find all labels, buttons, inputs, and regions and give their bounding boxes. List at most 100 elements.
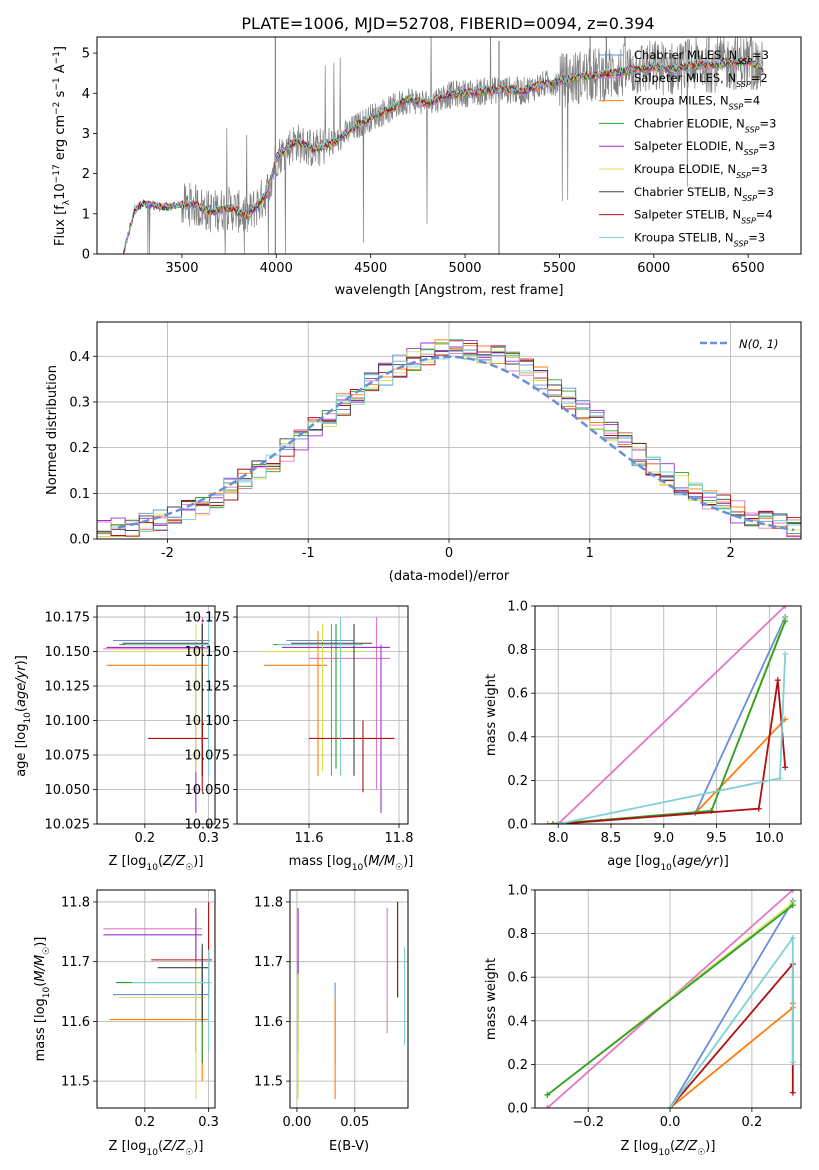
mass-vs-metallicity-panel: 0.2 0.3 11.5 11.6 11.7 11.8 Z [log10(Z/Z☉)] m… (33, 889, 219, 1158)
ageZ-xtick-label: 0.2 (134, 831, 155, 846)
wZ-xtick-label: −0.2 (572, 1115, 604, 1130)
wZ-ytick-label: 0.6 (507, 971, 528, 986)
mass-vs-ebv-panel: 0.00 0.05 11.5 11.6 11.7 11.8 E(B-V) (254, 889, 409, 1154)
mE-ytick-label: 11.6 (254, 1015, 283, 1030)
weight-z-xlabel: Z [log10(Z/Z☉)] (621, 1139, 716, 1158)
residual-xlabel: (data-model)/error (389, 569, 510, 584)
ageZ-ytick-label: 10.075 (45, 749, 91, 764)
spec-xtick-label: 5000 (448, 261, 481, 276)
mass-ebv-axes-frame (289, 889, 409, 1109)
spec-ytick-label: 1 (82, 207, 90, 222)
res-ytick-label: 0.2 (69, 441, 90, 456)
age-vs-mass-panel: 11.6 11.8 10.025 10.050 10.075 10.100 10.125 10… (185, 605, 414, 873)
wAge-ytick-label: 0.6 (507, 687, 528, 702)
spectrum-xlabel: wavelength [Angstrom, rest frame] (335, 283, 564, 298)
ageZ-ytick-label: 10.175 (45, 611, 91, 626)
res-xtick-label: -2 (161, 546, 174, 561)
age-mass-axes-frame (236, 605, 409, 825)
ageZ-xtick-label: 0.3 (198, 831, 219, 846)
mass-weight-line (669, 1003, 794, 1108)
ageM-xtick-label: 11.6 (295, 831, 324, 846)
wZ-ytick-label: 0.0 (507, 1102, 528, 1117)
spec-ytick-label: 4 (82, 87, 90, 102)
spec-xtick-label: 6500 (732, 261, 765, 276)
res-xtick-label: -1 (302, 546, 315, 561)
legend-entry: Chabrier STELIB, NSSP=3 (634, 185, 774, 203)
wAge-xtick-label: 8.5 (601, 831, 622, 846)
spec-xtick-label: 4500 (354, 261, 387, 276)
spectrum-title: PLATE=1006, MJD=52708, FIBERID=0094, z=0… (241, 14, 654, 33)
mE-ytick-label: 11.7 (254, 955, 283, 970)
weight-z-ylabel: mass weight (484, 958, 499, 1040)
ageZ-ytick-label: 10.125 (45, 680, 91, 695)
residual-histogram-panel: -2 -1 0 1 2 0.0 0.1 0.2 0.3 0.4 (data-model)/erro… (45, 321, 802, 584)
ageM-ytick-label: 10.175 (185, 611, 231, 626)
weight-z-axes-frame (534, 889, 802, 1109)
legend-entry: Kroupa STELIB, NSSP=3 (634, 230, 765, 248)
ageM-ytick-label: 10.150 (185, 645, 231, 660)
ageZ-ytick-label: 10.100 (45, 714, 91, 729)
weight-age-axes-frame (534, 605, 802, 825)
wZ-ytick-label: 0.8 (507, 927, 528, 942)
ageM-ytick-label: 10.125 (185, 680, 231, 695)
spec-xtick-label: 6000 (637, 261, 670, 276)
mass-z-ylabel: mass [log10(M/M☉)] (33, 937, 52, 1062)
ageM-ytick-label: 10.075 (185, 749, 231, 764)
res-ytick-label: 0.0 (69, 533, 90, 548)
mZ-ytick-label: 11.5 (61, 1075, 90, 1090)
gaussian-reference-curve (117, 355, 795, 532)
weight-age-xlabel: age [log10(age/yr)] (607, 854, 729, 873)
mZ-ytick-label: 11.8 (61, 895, 90, 910)
ageM-ytick-label: 10.025 (185, 818, 231, 833)
mass-weight-line (552, 616, 787, 824)
residual-histogram-step (97, 339, 801, 539)
wAge-xtick-label: 10.0 (755, 831, 784, 846)
mass-weight-line (552, 620, 787, 824)
ageM-ytick-label: 10.100 (185, 714, 231, 729)
legend-entry: Kroupa ELODIE, NSSP=3 (634, 162, 768, 180)
res-ytick-label: 0.4 (69, 350, 90, 365)
ageZ-ytick-label: 10.150 (45, 645, 91, 660)
legend-entry: Chabrier ELODIE, NSSP=3 (634, 116, 776, 133)
mE-xtick-label: 0.05 (340, 1115, 369, 1130)
mass-weight-line (669, 900, 794, 1108)
weight-vs-age-panel: 8.0 8.5 9.0 9.5 10.0 0.0 0.2 0.4 0.6 0.8 1.0 age [… (484, 600, 802, 873)
res-xtick-label: 0 (445, 546, 453, 561)
age-z-ylabel: age [log10(age/yr)] (14, 655, 33, 777)
weight-age-ylabel: mass weight (484, 674, 499, 756)
age-mass-xlabel: mass [log10(M/M☉)] (289, 854, 414, 873)
mZ-ytick-label: 11.6 (61, 1015, 90, 1030)
wAge-xtick-label: 9.0 (653, 831, 674, 846)
legend-entry: Chabrier MILES, NSSP=3 (634, 48, 769, 66)
mass-z-axes-frame (96, 889, 216, 1109)
wAge-xtick-label: 8.0 (548, 831, 569, 846)
ageM-ytick-label: 10.050 (185, 783, 231, 798)
spectrum-ylabel: Flux [fλ10−17 erg cm−2 s−1 A−1] (52, 46, 72, 246)
wZ-xtick-label: 0.2 (742, 1115, 763, 1130)
wAge-ytick-label: 0.8 (507, 643, 528, 658)
spectrum-panel: PLATE=1006, MJD=52708, FIBERID=0094, z=0… (52, 14, 802, 298)
mE-ytick-label: 11.8 (254, 895, 283, 910)
wZ-xtick-label: 0.0 (660, 1115, 681, 1130)
res-ytick-label: 0.1 (69, 487, 90, 502)
wZ-ytick-label: 0.2 (507, 1058, 528, 1073)
age-vs-metallicity-panel: 0.2 0.3 10.025 10.050 10.075 10.100 10.125 10.1… (14, 605, 219, 873)
mass-weight-line (557, 606, 786, 824)
mass-z-xlabel: Z [log10(Z/Z☉)] (109, 1139, 204, 1158)
ageZ-ytick-label: 10.025 (45, 818, 91, 833)
mZ-xtick-label: 0.2 (134, 1115, 155, 1130)
legend-entry: Salpeter STELIB, NSSP=4 (634, 208, 773, 226)
mE-xtick-label: 0.00 (282, 1115, 311, 1130)
mZ-xtick-label: 0.3 (198, 1115, 219, 1130)
mass-weight-line (558, 679, 787, 824)
mE-ytick-label: 11.5 (254, 1075, 283, 1090)
age-z-xlabel: Z [log10(Z/Z☉)] (109, 854, 204, 873)
spec-xtick-label: 3500 (165, 261, 198, 276)
spec-ytick-label: 3 (82, 127, 90, 142)
legend-entry: Salpeter ELODIE, NSSP=3 (634, 139, 775, 157)
wAge-xtick-label: 9.5 (706, 831, 727, 846)
mZ-ytick-label: 11.7 (61, 955, 90, 970)
observed-spectrum-line (123, 37, 764, 254)
wAge-ytick-label: 0.0 (507, 818, 528, 833)
spec-ytick-label: 0 (82, 248, 90, 263)
